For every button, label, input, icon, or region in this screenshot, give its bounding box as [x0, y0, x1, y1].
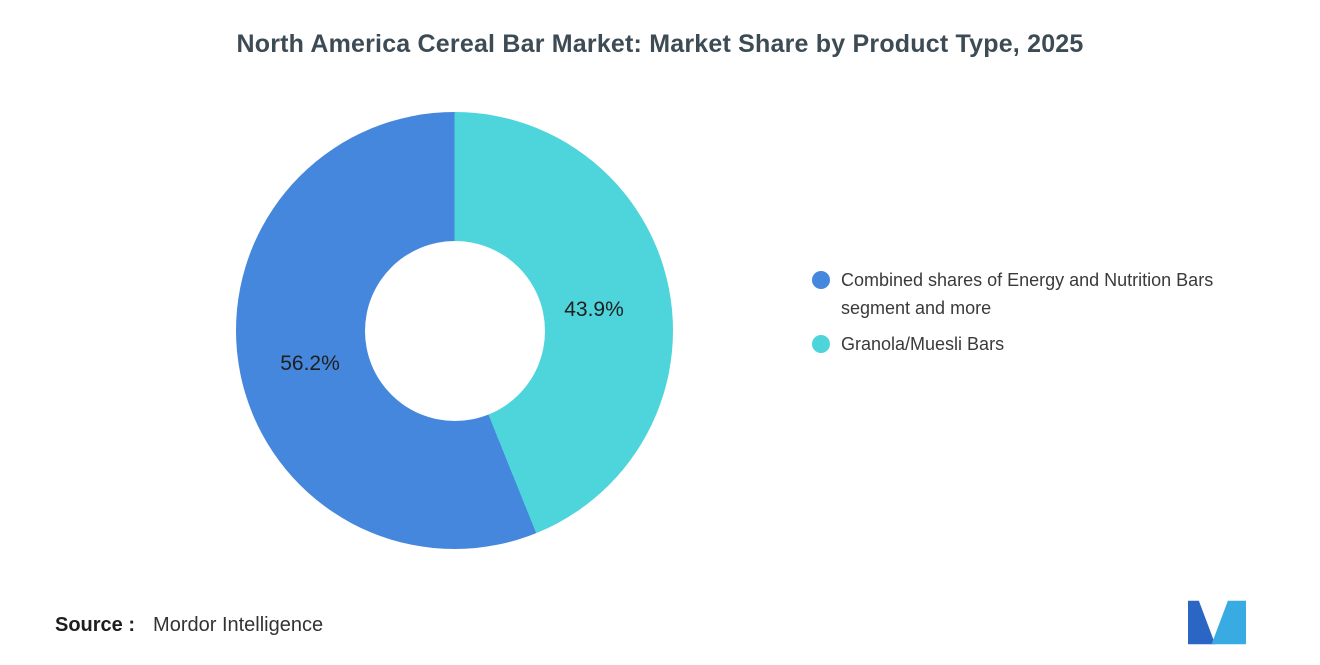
- mordor-intelligence-logo: [1188, 600, 1246, 645]
- legend-item-granola-muesli: Granola/Muesli Bars: [812, 330, 1258, 358]
- legend-label-energy-nutrition: Combined shares of Energy and Nutrition …: [841, 270, 1214, 318]
- donut-chart: 56.2% 43.9%: [236, 112, 673, 549]
- source-value: Mordor Intelligence: [153, 614, 324, 636]
- source-row: Source : Mordor Intelligence: [55, 614, 323, 637]
- chart-title: North America Cereal Bar Market: Market …: [236, 30, 1084, 58]
- donut-hole: [364, 240, 545, 421]
- slice-label-energy-nutrition: 56.2%: [280, 352, 340, 375]
- legend: Combined shares of Energy and Nutrition …: [812, 266, 1258, 358]
- legend-label-granola-muesli: Granola/Muesli Bars: [841, 334, 1005, 354]
- legend-dot-teal-icon: [812, 335, 830, 353]
- source-label: Source :: [55, 614, 136, 636]
- slice-label-granola-muesli: 43.9%: [564, 298, 624, 321]
- legend-item-energy-nutrition: Combined shares of Energy and Nutrition …: [812, 266, 1258, 322]
- legend-dot-blue-icon: [812, 271, 830, 289]
